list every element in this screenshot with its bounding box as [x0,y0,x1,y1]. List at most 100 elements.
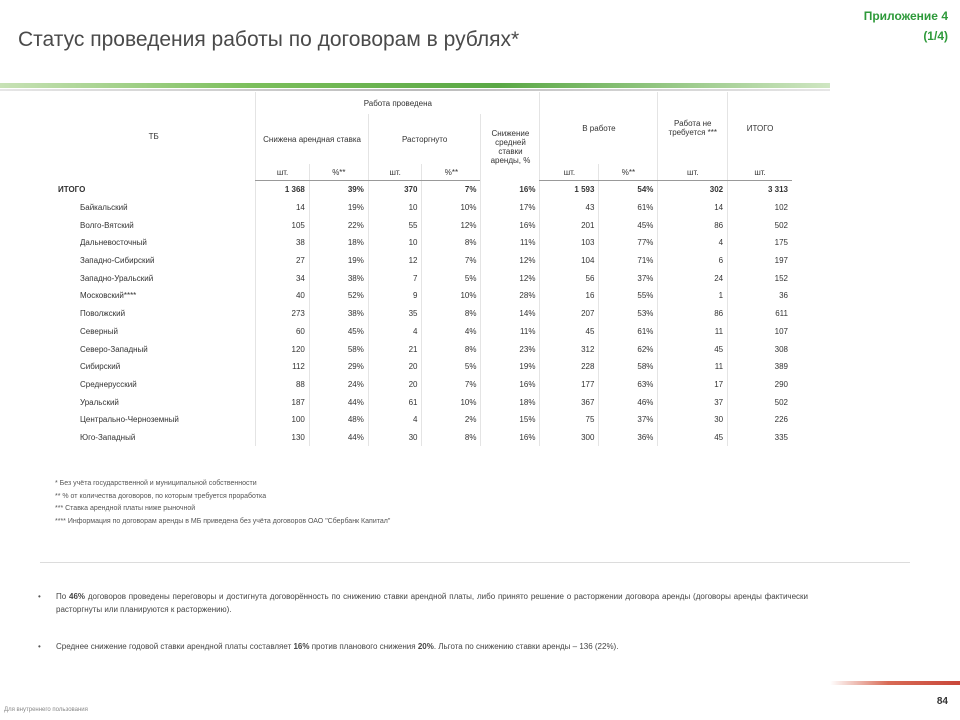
bullet-icon: • [38,592,41,601]
bullet-text: По [56,592,70,601]
table-cell: ИТОГО [58,185,86,195]
table-cell: 45% [598,216,658,235]
table-cell: 37% [598,269,658,288]
table-cell: 7% [421,375,481,394]
table-cell: 9 [367,287,422,305]
table-cell: 1 368 [255,180,310,199]
region-name-cell: Поволжский [80,309,126,319]
table-cell: 15% [480,410,540,429]
footnotes: * Без учёта государственной и муниципаль… [55,478,390,528]
unit-pcs: шт. [367,164,422,181]
table-cell: 273 [255,304,310,323]
table-row: Волго-Вятский 105 22% 55 12% 16% 201 45% 86 502 [52,216,792,235]
table-cell: 63% [598,375,658,394]
table-cell: 20 [367,375,422,394]
table-cell: 75 [539,410,599,429]
table-row: Северо-Западный 120 58% 21 8% 23% 312 62% 45 308 [52,340,792,358]
header-terminated: Расторгнуто [367,114,481,164]
table-cell: 36% [598,428,658,447]
title-underline-grey [0,89,830,91]
unit-pcs: шт. [657,164,728,181]
table-cell: 11 [657,322,728,341]
table-cell: 18% [480,393,540,411]
table-cell: 177 [539,375,599,394]
bullet-highlight: 20% [417,642,434,651]
table-row: Юго-Западный 130 44% 30 8% 16% 300 36% 45 335 [52,428,792,447]
table-cell: 86 [657,216,728,235]
table-cell: 152 [727,269,792,288]
table-total-row: ИТОГО 1 368 39% 370 7% 16% 1 593 54% 302… [52,180,792,199]
table-cell: 45 [657,340,728,358]
table-cell: 56 [539,269,599,288]
table-cell: 30 [367,428,422,447]
region-name-cell: Московский**** [80,291,137,301]
table-cell: 27 [255,251,310,270]
table-row: Сибирский 112 29% 20 5% 19% 228 58% 11 389 [52,357,792,376]
table-cell: 36 [727,287,792,305]
table-cell: 8% [421,304,481,323]
table-cell: 14% [480,304,540,323]
unit-pcs: шт. [539,164,599,181]
table-cell: 7% [421,251,481,270]
region-name-cell: Байкальский [80,203,128,213]
table-cell: 10% [421,198,481,217]
footer-label: Для внутреннего пользования [4,707,88,713]
table-cell: 20 [367,357,422,376]
table-cell: 22% [308,216,369,235]
table-cell: 77% [598,234,658,252]
page-number: 84 [936,696,948,707]
table-cell: 8% [421,340,481,358]
table-cell: 54% [598,180,658,199]
table-cell: 44% [308,428,369,447]
unit-pcs: шт. [255,164,310,181]
table-cell: 502 [727,393,792,411]
table-cell: 308 [727,340,792,358]
table-cell: 17 [657,375,728,394]
table-row: Западно-Сибирский 27 19% 12 7% 12% 104 71% 6 197 [52,251,792,270]
table-cell: 16% [480,216,540,235]
table-row: Западно-Уральский 34 38% 7 5% 12% 56 37% 24 152 [52,269,792,288]
table-cell: 12% [480,269,540,288]
table-cell: 55 [367,216,422,235]
table-cell: 53% [598,304,658,323]
table-cell: 55% [598,287,658,305]
bullet-text: Среднее снижение годовой ставки арендной… [56,642,294,651]
region-name-cell: Центрально-Черноземный [80,415,179,425]
table-cell: 335 [727,428,792,447]
table-cell: 187 [255,393,310,411]
table-cell: 19% [480,357,540,376]
table-cell: 37 [657,393,728,411]
table-cell: 112 [255,357,310,376]
table-cell: 2% [421,410,481,429]
table-cell: 19% [308,251,369,270]
table-cell: 28% [480,287,540,305]
table-cell: 12% [480,251,540,270]
table-cell: 502 [727,216,792,235]
table-cell: 44% [308,393,369,411]
table-row: Северный 60 45% 4 4% 11% 45 61% 11 107 [52,322,792,341]
table-cell: 29% [308,357,369,376]
table-cell: 30 [657,410,728,429]
table-cell: 45% [308,322,369,341]
table-cell: 3 313 [727,180,792,199]
unit-pct: %** [308,164,369,181]
footnote: ** % от количества договоров, по которым… [55,492,267,500]
table-cell: 10 [367,234,422,252]
table-cell: 18% [308,234,369,252]
table-cell: 62% [598,340,658,358]
table-cell: 7 [367,269,422,288]
slide-title: Статус проведения работы по договорам в … [18,28,520,51]
table-cell: 370 [367,180,422,199]
appendix-label-line2: (1/4) [923,29,948,43]
table-cell: 102 [727,198,792,217]
region-name-cell: Северо-Западный [80,344,148,354]
footnote: *** Ставка арендной платы ниже рыночной [55,505,196,512]
table-cell: 12% [421,216,481,235]
table-cell: 290 [727,375,792,394]
table-cell: 130 [255,428,310,447]
table-cell: 37% [598,410,658,429]
table-cell: 60 [255,322,310,341]
table-cell: 24 [657,269,728,288]
table-cell: 14 [255,198,310,217]
header-in-progress: В работе [539,92,658,164]
